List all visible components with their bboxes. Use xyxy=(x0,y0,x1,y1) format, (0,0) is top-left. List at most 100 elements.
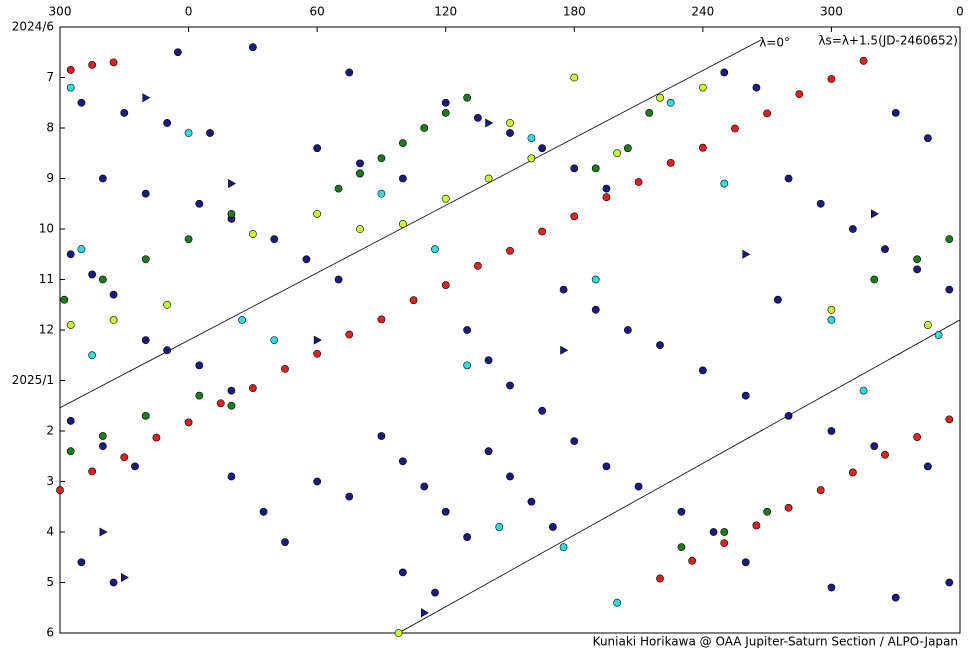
data-point xyxy=(731,124,739,133)
data-point xyxy=(891,108,900,117)
data-point xyxy=(109,58,118,67)
data-point xyxy=(634,178,643,186)
data-point xyxy=(623,326,632,334)
data-point xyxy=(720,68,729,77)
data-point xyxy=(613,149,622,158)
data-point xyxy=(248,230,257,238)
data-point xyxy=(827,305,836,314)
data-point xyxy=(945,578,954,587)
data-point xyxy=(741,558,750,567)
data-point xyxy=(431,245,439,254)
data-point xyxy=(591,275,600,284)
data-point xyxy=(485,118,494,128)
data-point xyxy=(656,341,664,350)
data-point xyxy=(216,399,225,408)
data-point xyxy=(173,48,182,57)
data-point xyxy=(881,245,889,254)
data-point xyxy=(795,90,804,99)
data-point xyxy=(848,468,857,477)
y-tick-label: 9 xyxy=(46,171,54,185)
data-point xyxy=(945,285,954,294)
data-point xyxy=(356,169,364,178)
data-point xyxy=(613,598,622,607)
x-tick-label: 180 xyxy=(563,5,586,19)
data-point xyxy=(752,521,761,530)
data-point xyxy=(77,558,86,567)
data-point xyxy=(195,391,204,400)
data-point xyxy=(827,583,836,592)
data-point xyxy=(227,401,236,410)
data-point xyxy=(238,315,247,324)
data-point xyxy=(870,442,879,451)
data-point xyxy=(184,129,193,137)
data-point xyxy=(923,462,932,471)
data-point xyxy=(302,255,311,264)
data-point xyxy=(784,411,793,420)
data-point xyxy=(141,336,150,344)
data-point xyxy=(538,406,547,415)
data-point xyxy=(141,255,150,264)
x-tick-label: 0 xyxy=(185,5,193,19)
data-point xyxy=(441,507,450,516)
data-point xyxy=(473,261,482,270)
data-point xyxy=(228,179,237,189)
data-point xyxy=(870,209,879,219)
data-point xyxy=(98,432,107,440)
data-point xyxy=(656,93,664,102)
data-point xyxy=(538,227,547,236)
data-point xyxy=(623,144,632,153)
data-point xyxy=(752,83,761,92)
data-point xyxy=(227,209,236,218)
data-point xyxy=(527,134,536,142)
data-point xyxy=(698,143,707,152)
data-point xyxy=(109,315,118,324)
data-point xyxy=(591,305,600,314)
data-point xyxy=(570,212,579,221)
x-tick-label: 60 xyxy=(310,5,325,19)
data-point xyxy=(377,432,386,440)
data-point xyxy=(163,300,172,309)
data-point xyxy=(345,330,354,339)
data-point xyxy=(98,174,107,183)
data-point xyxy=(131,462,139,471)
data-point xyxy=(506,129,514,137)
y-tick-label: 7 xyxy=(46,70,54,84)
data-point xyxy=(420,124,429,132)
data-point xyxy=(141,411,150,420)
data-point xyxy=(120,572,129,582)
data-point xyxy=(270,235,279,243)
y-tick-label: 4 xyxy=(46,525,54,539)
data-point xyxy=(248,43,257,52)
data-point xyxy=(441,108,450,117)
data-point xyxy=(281,364,289,373)
y-tick-label: 10 xyxy=(39,222,54,236)
y-tick-label: 8 xyxy=(46,121,54,135)
data-point xyxy=(441,281,450,289)
data-point xyxy=(88,270,97,279)
data-point xyxy=(163,346,172,355)
data-point xyxy=(666,98,675,107)
data-point xyxy=(720,539,729,548)
data-point xyxy=(409,296,418,305)
data-point xyxy=(206,129,214,137)
data-point xyxy=(259,507,268,516)
data-point xyxy=(463,533,472,541)
data-point xyxy=(763,507,772,516)
data-point xyxy=(345,492,354,501)
x-tick-label: 300 xyxy=(820,5,843,19)
annotation: λs=λ+1.5(JD-2460652) xyxy=(818,34,958,48)
data-point xyxy=(934,331,943,339)
data-point xyxy=(66,250,75,259)
y-tick-label: 2 xyxy=(46,424,54,438)
data-point xyxy=(784,174,793,183)
data-point xyxy=(227,472,236,481)
reference-line xyxy=(59,39,761,409)
x-tick-label: 240 xyxy=(691,5,714,19)
data-point xyxy=(98,442,107,451)
data-point xyxy=(506,381,514,390)
data-point xyxy=(345,68,354,77)
data-point xyxy=(698,83,707,92)
x-tick-label: 120 xyxy=(434,5,457,19)
data-point xyxy=(945,415,954,424)
